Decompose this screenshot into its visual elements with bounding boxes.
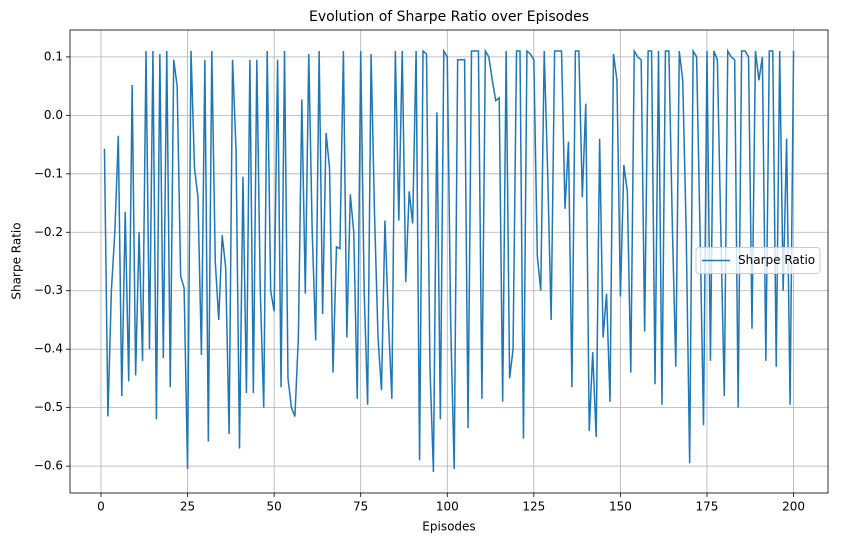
chart-title: Evolution of Sharpe Ratio over Episodes <box>309 9 589 25</box>
y-tick-label: −0.4 <box>34 342 63 356</box>
x-tick-label: 175 <box>696 500 719 514</box>
legend-box <box>695 247 821 274</box>
y-tick-label: −0.3 <box>34 283 63 297</box>
x-axis-label: Episodes <box>422 520 475 534</box>
y-tick-label: −0.1 <box>34 166 63 180</box>
x-tick-label: 75 <box>353 500 368 514</box>
legend-label: Sharpe Ratio <box>738 253 815 267</box>
y-tick-label: −0.2 <box>34 225 63 239</box>
y-tick-label: −0.5 <box>34 400 63 414</box>
x-tick-label: 100 <box>436 500 459 514</box>
y-axis-label: Sharpe Ratio <box>10 222 24 299</box>
x-tick-label: 25 <box>180 500 195 514</box>
plot-frame <box>69 29 829 494</box>
y-tick-label: −0.6 <box>34 459 63 473</box>
data-line <box>103 48 795 472</box>
y-tick-label: 0.1 <box>44 49 63 63</box>
x-tick-label: 125 <box>522 500 545 514</box>
x-tick-label: 50 <box>266 500 281 514</box>
y-tick-label: 0.0 <box>44 108 63 122</box>
x-tick-label: 150 <box>609 500 632 514</box>
x-tick-label: 200 <box>782 500 805 514</box>
x-tick-label: 0 <box>97 500 105 514</box>
